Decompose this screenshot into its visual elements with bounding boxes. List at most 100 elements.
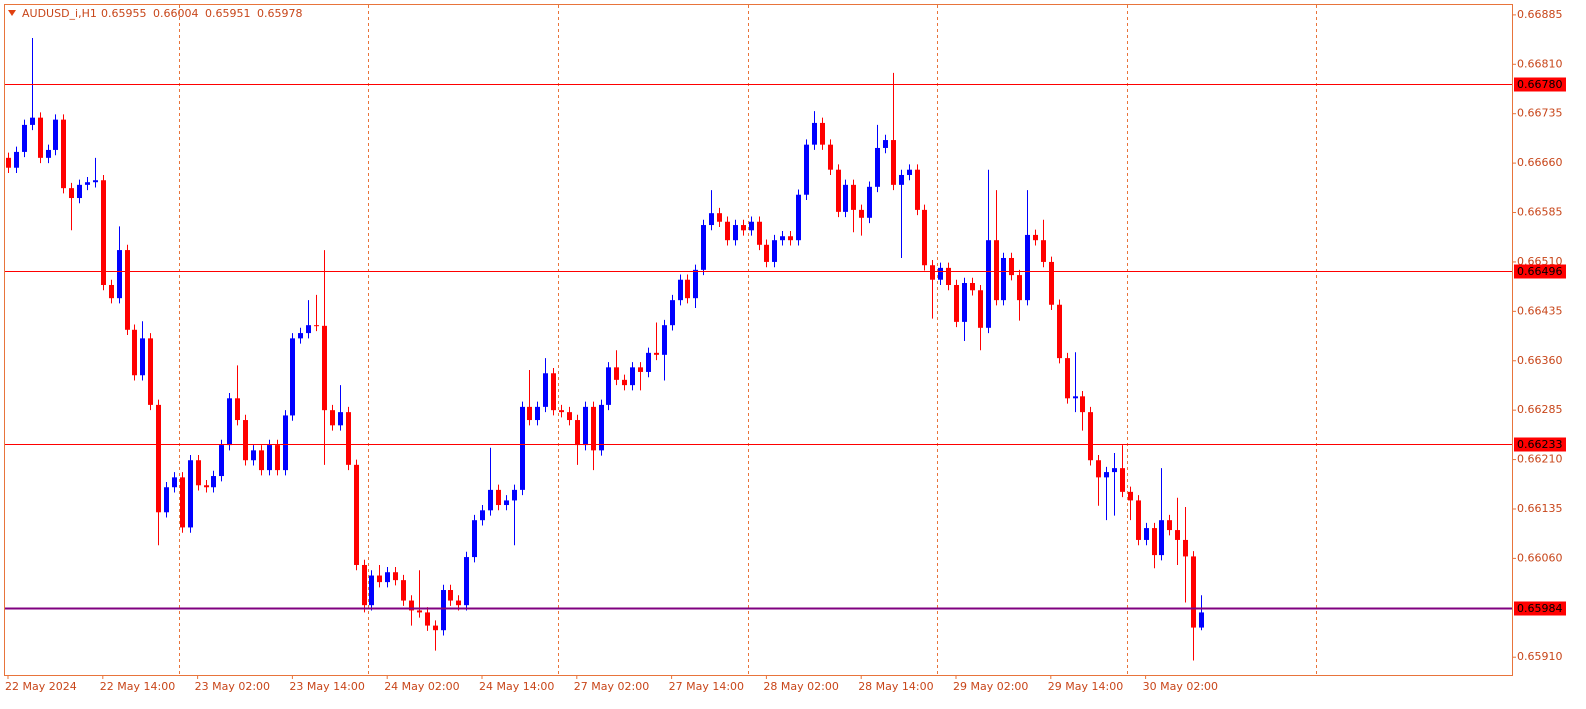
header-close: 0.65978 [257,7,303,20]
candle-body [693,269,698,299]
candle-body [1120,468,1125,492]
candle-body [899,174,904,185]
candle-body [1025,234,1030,301]
candle-body [891,140,896,185]
candle-body [251,450,256,461]
candle-body [156,404,161,513]
candle-body [614,367,619,380]
candle-body [764,244,769,262]
candle-body [496,489,501,506]
candle-body [606,367,611,405]
candle-body [1049,261,1054,305]
x-tick-label: 29 May 02:00 [953,680,1028,693]
candle-body [725,221,730,241]
candle-body [1104,472,1109,478]
candle-body [132,329,137,376]
candle-body [622,379,627,386]
candle-body [922,209,927,266]
candle-body [1096,460,1101,478]
candle-body [464,557,469,606]
candle-body [14,151,19,168]
candle-body [796,194,801,241]
candle-body [512,489,517,501]
collapse-arrow[interactable] [8,10,16,16]
candle-body [1191,556,1196,628]
candle-body [417,610,422,613]
x-tick-label: 27 May 14:00 [669,680,744,693]
candle-body [393,572,398,581]
candle-body [401,580,406,601]
candle-body [196,460,201,486]
candle-body [962,283,967,322]
candle-body [369,575,374,606]
candle-body [109,284,114,299]
candle-body [575,420,580,446]
candle-body [757,221,762,245]
level-label-box [1514,601,1566,616]
candle-body [322,325,327,411]
candle-body [930,265,935,280]
candle-body [61,119,66,189]
candle-body [812,122,817,145]
candle-body [117,250,122,299]
x-tick-label: 24 May 02:00 [384,680,459,693]
y-tick-label: 0.66135 [1517,502,1563,515]
candle-body [780,236,785,241]
level-label-box [1514,437,1566,452]
candle-body [53,119,58,150]
candle-body [283,415,288,471]
candle-body [1041,240,1046,262]
y-tick-label: 0.66360 [1517,354,1563,367]
candle-body [38,117,43,158]
candle-body [591,406,596,451]
candle-body [1009,257,1014,276]
candle-body [1080,396,1085,413]
candle-body [1033,234,1038,241]
symbol-title: AUDUSD_i,H1 [22,7,97,20]
header-high: 0.66004 [153,7,199,20]
candle-body [654,352,659,355]
y-tick-label: 0.66810 [1517,57,1563,70]
candle-body [646,352,651,372]
plot-frame [4,4,1513,676]
header-open: 0.65955 [101,7,147,20]
candle-body [93,180,98,183]
candle-body [46,149,51,158]
candle-body [425,612,430,626]
candle-body [717,213,722,222]
level-label-box [1514,77,1566,92]
candle-body [354,464,359,565]
x-tick-label: 24 May 14:00 [479,680,554,693]
candle-body [678,279,683,301]
candle-body [314,325,319,327]
candle-body [504,500,509,506]
candle-body [1159,520,1164,556]
candle-body [433,625,438,631]
candle-body [204,485,209,488]
candle-body [986,240,991,328]
candle-body [701,225,706,270]
x-tick-label: 22 May 14:00 [100,680,175,693]
y-tick-label: 0.66435 [1517,304,1563,317]
candle-body [630,367,635,386]
candle-body [85,182,90,185]
candle-body [954,284,959,322]
candle-body [685,279,690,299]
candle-body [709,213,714,226]
header: AUDUSD_i,H1 0.65955 0.66004 0.65951 0.65978 [22,7,303,20]
candle-body [69,188,74,199]
candle-body [180,477,185,528]
candle-body [828,144,833,170]
level-label: 0.66780 [1517,78,1563,91]
candle-body [1152,528,1157,556]
candle-body [994,240,999,301]
candle-body [456,600,461,606]
candle-body [211,476,216,488]
candle-body [978,290,983,328]
level-label: 0.66233 [1517,438,1563,451]
candle-body [907,169,912,175]
candle-body [1073,396,1078,399]
candle-body [480,510,485,521]
